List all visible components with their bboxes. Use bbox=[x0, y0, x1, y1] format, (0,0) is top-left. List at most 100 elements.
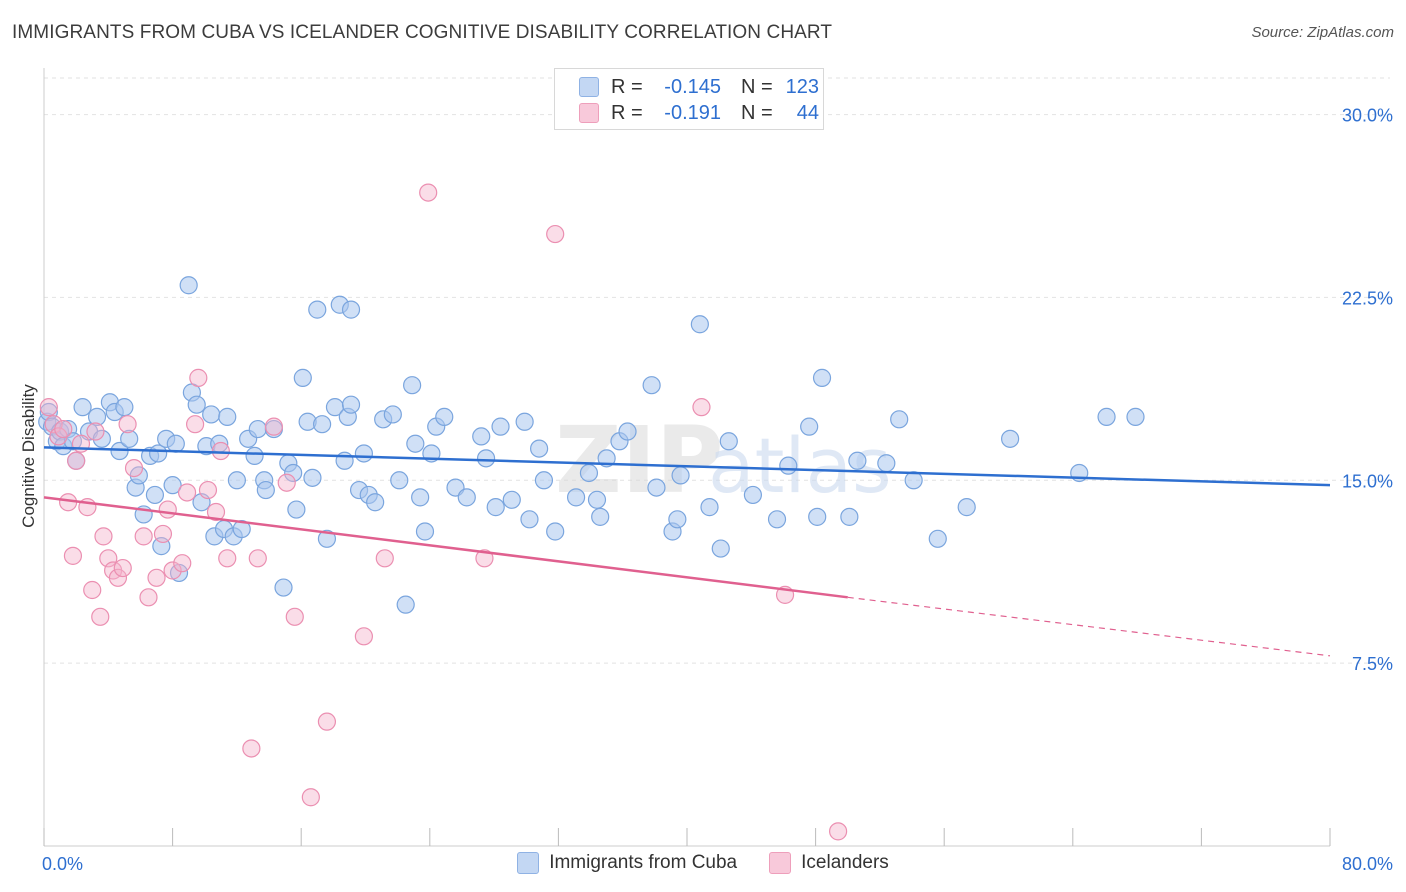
data-point-icelanders bbox=[173, 554, 192, 573]
data-point-cuba bbox=[546, 522, 565, 541]
data-point-cuba bbox=[166, 434, 185, 453]
data-point-cuba bbox=[711, 539, 730, 558]
x-tick-label: 80.0% bbox=[1342, 854, 1393, 874]
data-point-icelanders bbox=[198, 480, 218, 500]
data-point-cuba bbox=[515, 412, 534, 431]
data-point-cuba bbox=[284, 463, 303, 483]
data-point-cuba bbox=[719, 432, 738, 451]
data-point-cuba bbox=[145, 485, 165, 505]
data-point-icelanders bbox=[829, 822, 848, 841]
data-point-cuba bbox=[341, 395, 361, 414]
data-point-cuba bbox=[591, 507, 610, 526]
legend-item-cuba[interactable]: Immigrants from Cuba bbox=[517, 852, 737, 874]
data-point-cuba bbox=[520, 510, 539, 529]
y-tick-label: 7.5% bbox=[1352, 654, 1393, 674]
data-point-cuba bbox=[579, 463, 599, 483]
data-point-icelanders bbox=[475, 549, 494, 568]
chart-title: IMMIGRANTS FROM CUBA VS ICELANDER COGNIT… bbox=[12, 22, 833, 43]
data-point-icelanders bbox=[86, 422, 105, 441]
data-point-cuba bbox=[1001, 429, 1020, 448]
data-point-cuba bbox=[618, 422, 637, 441]
data-point-cuba bbox=[390, 471, 409, 490]
stats-row-pink: R = -0.191 N = 44 bbox=[579, 100, 819, 126]
r-label: R = bbox=[611, 101, 643, 124]
data-point-icelanders bbox=[94, 527, 113, 546]
data-point-cuba bbox=[848, 451, 867, 470]
data-point-cuba bbox=[476, 449, 496, 468]
data-point-icelanders bbox=[419, 183, 438, 202]
axes bbox=[43, 68, 1331, 847]
data-point-cuba bbox=[472, 427, 491, 446]
data-point-icelanders bbox=[211, 441, 230, 461]
data-point-cuba bbox=[812, 368, 832, 387]
data-point-icelanders bbox=[91, 607, 110, 626]
data-point-cuba bbox=[457, 488, 476, 507]
data-point-cuba bbox=[115, 398, 134, 417]
y-axis-label: Cognitive Disability bbox=[19, 384, 38, 528]
legend-item-icelanders[interactable]: Icelanders bbox=[769, 852, 889, 874]
data-point-icelanders bbox=[206, 502, 226, 522]
data-point-cuba bbox=[287, 500, 306, 519]
data-point-cuba bbox=[187, 395, 206, 414]
data-point-cuba bbox=[179, 276, 198, 295]
tick-labels: 7.5% 15.0% 22.5% 30.0% 0.0% 80.0% bbox=[42, 106, 1393, 874]
data-point-cuba bbox=[491, 417, 510, 436]
trendlines bbox=[43, 446, 1331, 657]
stats-legend: R = -0.145 N = 123 R = -0.191 N = 44 bbox=[554, 68, 824, 130]
data-point-cuba bbox=[435, 407, 454, 426]
data-point-cuba bbox=[808, 507, 827, 526]
data-point-cuba bbox=[308, 300, 327, 319]
data-point-icelanders bbox=[83, 580, 102, 600]
n-label: N = bbox=[741, 101, 773, 124]
data-point-icelanders bbox=[277, 473, 296, 492]
data-point-icelanders bbox=[546, 224, 565, 244]
pink-swatch bbox=[579, 103, 599, 123]
data-point-cuba bbox=[163, 476, 182, 495]
data-point-cuba bbox=[245, 446, 264, 466]
data-point-cuba bbox=[366, 493, 385, 512]
data-point-cuba bbox=[840, 507, 859, 526]
data-point-icelanders bbox=[124, 458, 144, 478]
n-value: 44 bbox=[796, 101, 819, 124]
data-point-icelanders bbox=[54, 419, 73, 439]
data-point-cuba bbox=[411, 488, 430, 507]
legend-swatch-blue bbox=[517, 852, 540, 874]
data-point-cuba bbox=[668, 510, 687, 529]
data-point-cuba bbox=[1126, 407, 1145, 426]
chart-source: Source: ZipAtlas.com bbox=[1251, 24, 1394, 41]
y-tick-label: 15.0% bbox=[1342, 471, 1393, 491]
data-point-cuba bbox=[566, 488, 586, 507]
data-point-icelanders bbox=[108, 568, 128, 587]
data-point-icelanders bbox=[189, 368, 208, 387]
data-point-cuba bbox=[767, 510, 787, 529]
data-point-cuba bbox=[406, 434, 425, 453]
data-point-icelanders bbox=[118, 415, 137, 434]
data-point-cuba bbox=[256, 480, 275, 500]
trendline-cuba bbox=[43, 446, 1331, 487]
stats-row-blue: R = -0.145 N = 123 bbox=[579, 74, 819, 100]
trendline-icelanders-extension bbox=[847, 596, 1331, 657]
data-point-cuba bbox=[1097, 407, 1116, 426]
data-point-cuba bbox=[248, 419, 267, 439]
data-point-cuba bbox=[317, 529, 337, 548]
data-point-cuba bbox=[642, 376, 661, 395]
data-point-icelanders bbox=[218, 549, 237, 568]
data-point-cuba bbox=[218, 407, 237, 426]
data-point-icelanders bbox=[147, 568, 166, 587]
data-point-cuba bbox=[274, 578, 293, 597]
data-point-icelanders bbox=[163, 561, 182, 580]
data-point-cuba bbox=[227, 471, 246, 490]
data-point-icelanders bbox=[153, 524, 173, 544]
data-point-cuba bbox=[303, 468, 322, 487]
series-cuba-points bbox=[38, 276, 1145, 614]
data-point-cuba bbox=[73, 398, 92, 417]
data-point-cuba bbox=[671, 466, 690, 485]
data-point-cuba bbox=[690, 315, 709, 334]
data-point-cuba bbox=[149, 444, 168, 463]
data-point-cuba bbox=[312, 415, 332, 434]
data-point-cuba bbox=[928, 529, 947, 548]
legend-label-cuba: Immigrants from Cuba bbox=[549, 852, 738, 873]
data-point-cuba bbox=[341, 300, 361, 319]
data-point-icelanders bbox=[39, 398, 58, 417]
